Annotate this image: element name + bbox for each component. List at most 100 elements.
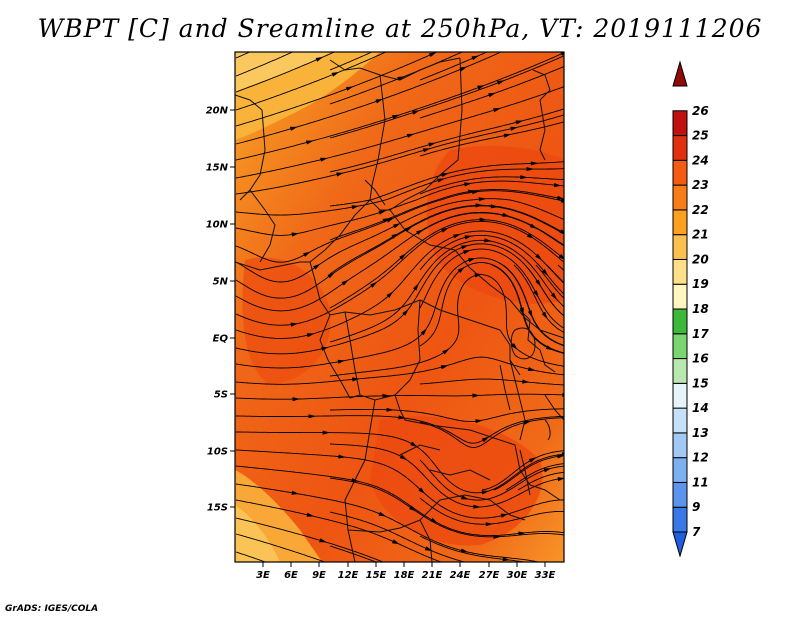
- streamline-arrowhead: [459, 66, 468, 72]
- streamline-arrowhead: [382, 393, 390, 398]
- streamline-arrowhead: [558, 253, 564, 260]
- streamline-arrowhead: [473, 504, 481, 509]
- streamline: [419, 535, 527, 562]
- streamline-arrowhead: [290, 322, 299, 327]
- streamline-arrowhead: [502, 557, 511, 562]
- streamline-arrowhead: [308, 414, 316, 419]
- streamline: [513, 264, 564, 333]
- colorbar-label: 11: [692, 475, 709, 489]
- streamline-arrowhead: [291, 232, 300, 237]
- streamline-arrowhead: [393, 223, 401, 229]
- streamline: [535, 264, 564, 299]
- lat-tick-label: 20N: [206, 106, 229, 117]
- streamline-arrowhead: [523, 420, 532, 425]
- grads-credit: GrADS: IGES/COLA: [5, 604, 99, 614]
- streamline-arrowhead: [305, 140, 314, 145]
- colorbar-swatch: [672, 110, 688, 137]
- streamline-arrowhead: [303, 251, 311, 257]
- streamline-arrowhead: [557, 195, 564, 200]
- colorbar-swatch: [672, 234, 688, 260]
- streamline-arrowhead: [429, 52, 437, 57]
- streamline: [502, 264, 564, 346]
- colorbar-swatch: [672, 258, 688, 285]
- streamline-arrowhead: [535, 253, 542, 261]
- wbpt-region-southwest-inner: [235, 505, 280, 562]
- streamline-arrowhead: [475, 203, 483, 208]
- streamline-arrowhead: [560, 52, 564, 56]
- lon-tick-label: 30E: [507, 570, 528, 581]
- streamline: [329, 52, 373, 71]
- streamline-arrowhead: [502, 212, 510, 217]
- colorbar-swatch: [672, 209, 688, 236]
- streamline-arrowhead: [392, 539, 400, 545]
- colorbar-label: 19: [692, 277, 709, 291]
- streamline: [419, 121, 564, 157]
- streamline-arrowhead: [338, 454, 346, 459]
- streamline-arrowhead: [442, 348, 450, 355]
- streamline: [235, 533, 327, 562]
- colorbar-swatch: [672, 481, 688, 508]
- lat-tick-label: 10S: [207, 447, 228, 458]
- streamline-arrowhead: [457, 266, 465, 273]
- streamline-arrowhead: [352, 377, 360, 382]
- colorbar-swatch: [672, 308, 688, 335]
- colorbar-swatch: [672, 135, 688, 161]
- country-borders: [235, 57, 564, 562]
- lon-tick-label: 18E: [394, 570, 415, 581]
- streamline-arrowhead: [485, 522, 494, 527]
- streamline-arrowhead: [518, 531, 526, 536]
- streamline-arrowhead: [319, 538, 327, 543]
- streamline-arrowhead: [378, 511, 387, 517]
- lat-tick-label: EQ: [213, 334, 229, 345]
- colorbar-swatch: [672, 283, 688, 310]
- streamline-arrowhead: [416, 229, 424, 235]
- streamline-arrowhead: [292, 397, 300, 402]
- streamline-arrowhead: [351, 205, 360, 210]
- streamline-arrowhead: [392, 114, 400, 119]
- colorbar-swatch: [672, 457, 688, 483]
- colorbar-swatch: [672, 333, 688, 360]
- streamline: [505, 463, 564, 491]
- streamline-arrowhead: [370, 281, 378, 288]
- colorbar-swatch: [672, 358, 688, 384]
- streamline-arrowhead: [410, 441, 418, 447]
- streamline: [557, 264, 564, 272]
- streamline-arrowhead: [468, 258, 476, 263]
- streamline-arrowhead: [559, 229, 564, 234]
- streamline: [419, 459, 564, 501]
- streamline-arrowhead: [320, 157, 328, 162]
- streamline: [235, 168, 564, 216]
- longitude-axis: 3E 6E 9E 12E 15E 18E 21E 24E 27E 30E 33E: [256, 562, 556, 581]
- streamline-arrowhead: [497, 80, 505, 85]
- streamline-arrowhead: [515, 120, 524, 125]
- streamline-arrowhead: [399, 454, 408, 461]
- colorbar-swatch: [672, 506, 688, 533]
- streamline: [329, 511, 467, 562]
- streamline-arrowhead: [437, 178, 445, 183]
- lon-tick-label: 12E: [338, 570, 359, 581]
- streamline: [329, 239, 564, 343]
- lon-tick-label: 3E: [256, 570, 270, 581]
- streamline-arrowhead: [378, 210, 387, 215]
- streamline-arrowhead: [464, 235, 473, 240]
- colorbar-label: 22: [692, 203, 709, 217]
- streamline: [419, 176, 564, 195]
- colorbar-swatch: [672, 382, 688, 409]
- lon-tick-label: 33E: [535, 570, 556, 581]
- streamline: [329, 477, 564, 538]
- streamline: [235, 243, 564, 355]
- streamline-arrowhead: [399, 253, 407, 260]
- streamline-arrowhead: [475, 419, 483, 424]
- colorbar-label: 23: [692, 178, 709, 192]
- colorbar-swatch: [672, 407, 688, 434]
- wbpt-region-north: [235, 52, 330, 92]
- streamline: [329, 55, 564, 139]
- streamline-arrowhead: [541, 268, 549, 276]
- streamline-arrowhead: [412, 110, 420, 115]
- streamline-arrowhead: [386, 291, 394, 298]
- streamline-arrowhead: [327, 272, 335, 279]
- streamline-arrowhead: [306, 333, 315, 338]
- streamline-arrowhead: [526, 167, 534, 172]
- streamline-arrowhead: [545, 345, 554, 351]
